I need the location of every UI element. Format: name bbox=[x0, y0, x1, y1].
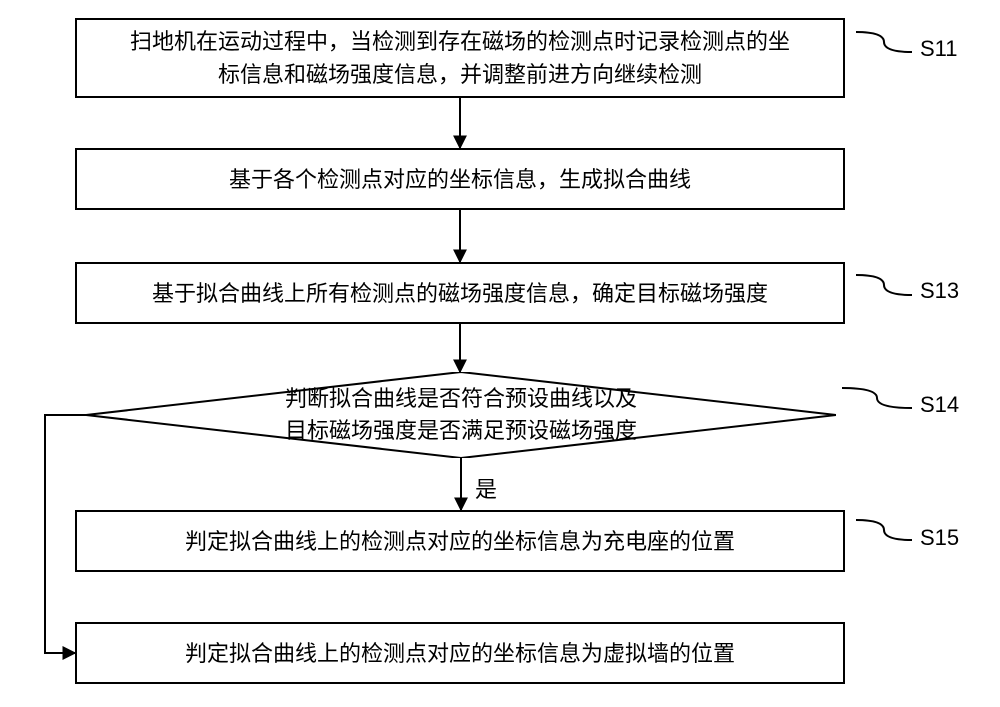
decision-text: 判断拟合曲线是否符合预设曲线以及 目标磁场强度是否满足预设磁场强度 bbox=[86, 372, 836, 458]
step-text: 判定拟合曲线上的检测点对应的坐标信息为虚拟墙的位置 bbox=[185, 637, 735, 670]
step-label-s14: S14 bbox=[920, 392, 959, 418]
step-text: 基于各个检测点对应的坐标信息，生成拟合曲线 bbox=[229, 163, 691, 196]
edge-label-yes: 是 bbox=[475, 472, 497, 504]
flow-step-s11: 扫地机在运动过程中，当检测到存在磁场的检测点时记录检测点的坐 标信息和磁场强度信… bbox=[75, 18, 845, 98]
flowchart-canvas: 扫地机在运动过程中，当检测到存在磁场的检测点时记录检测点的坐 标信息和磁场强度信… bbox=[0, 0, 1000, 707]
flow-step-s13: 基于拟合曲线上所有检测点的磁场强度信息，确定目标磁场强度 bbox=[75, 262, 845, 324]
step-label-s13: S13 bbox=[920, 278, 959, 304]
step-text: 基于拟合曲线上所有检测点的磁场强度信息，确定目标磁场强度 bbox=[152, 277, 768, 310]
step-text: 扫地机在运动过程中，当检测到存在磁场的检测点时记录检测点的坐 标信息和磁场强度信… bbox=[130, 25, 790, 91]
flow-decision-s14: 判断拟合曲线是否符合预设曲线以及 目标磁场强度是否满足预设磁场强度 bbox=[86, 372, 836, 458]
flow-step-s16: 判定拟合曲线上的检测点对应的坐标信息为虚拟墙的位置 bbox=[75, 622, 845, 684]
flow-step-s12: 基于各个检测点对应的坐标信息，生成拟合曲线 bbox=[75, 148, 845, 210]
step-label-s15: S15 bbox=[920, 525, 959, 551]
flow-step-s15: 判定拟合曲线上的检测点对应的坐标信息为充电座的位置 bbox=[75, 510, 845, 572]
step-text: 判定拟合曲线上的检测点对应的坐标信息为充电座的位置 bbox=[185, 525, 735, 558]
step-label-s11: S11 bbox=[920, 36, 958, 62]
